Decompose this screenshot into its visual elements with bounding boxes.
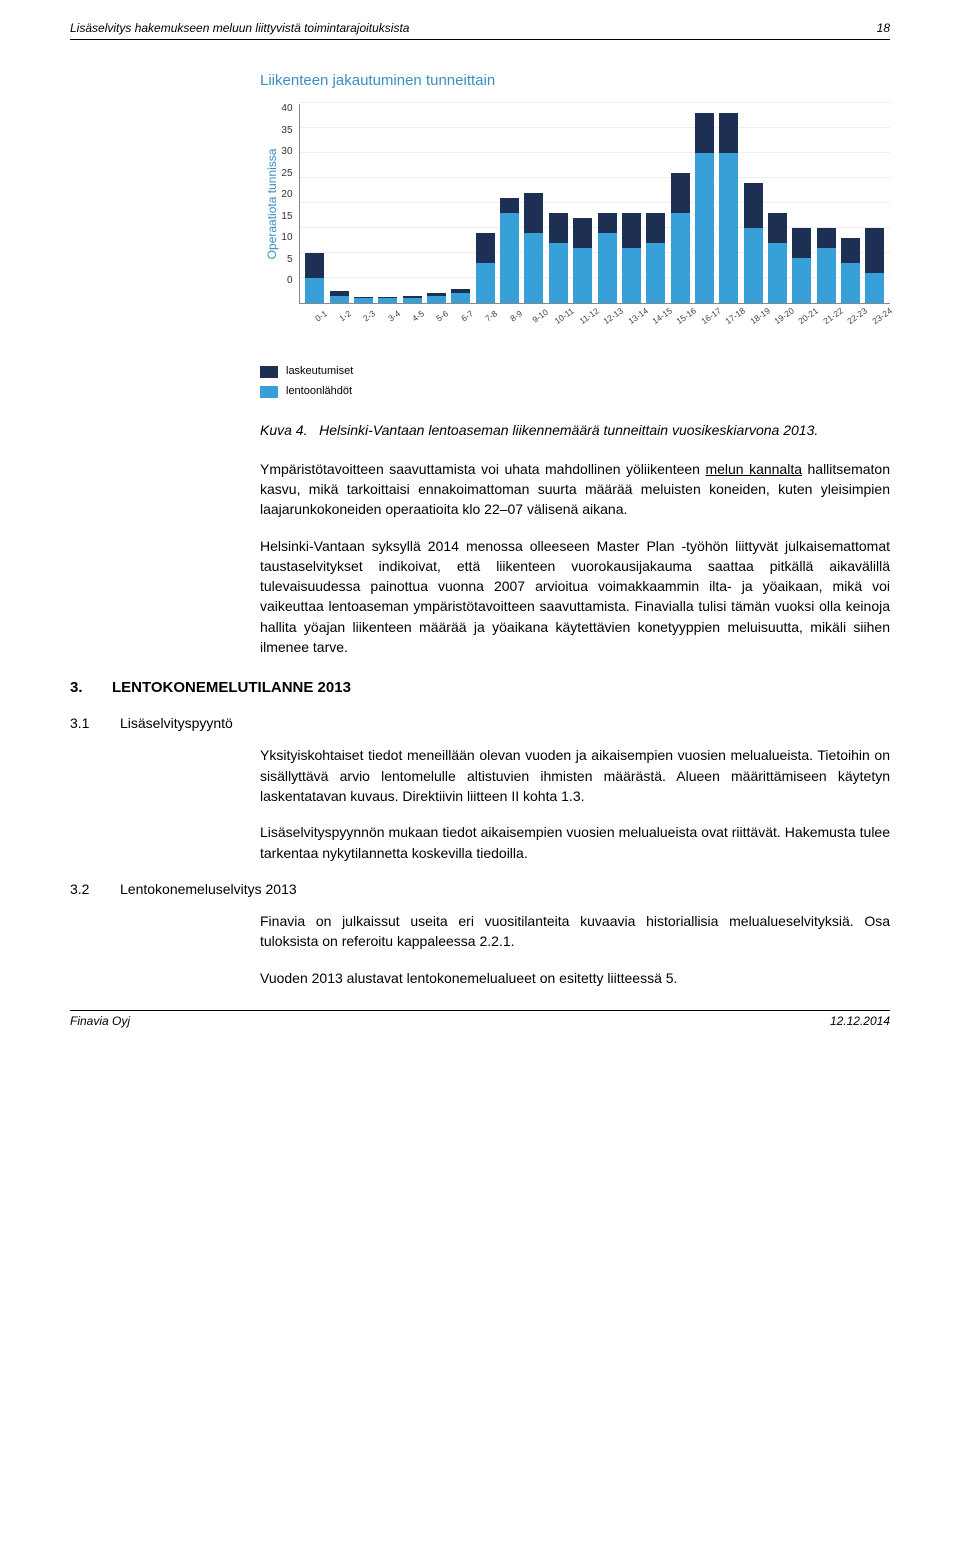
bar-21-22	[815, 228, 837, 303]
paragraph-3: Yksityiskohtaiset tiedot meneillään olev…	[260, 745, 890, 806]
bar-19-20	[766, 213, 788, 303]
caption-lead: Kuva 4.	[260, 422, 307, 438]
chart-plot	[299, 104, 890, 304]
bar-15-16	[669, 173, 691, 303]
bar-8-9	[498, 198, 520, 303]
legend-swatch-top	[260, 366, 278, 378]
bar-18-19	[742, 183, 764, 303]
bar-10-11	[547, 213, 569, 303]
p1-underline: melun kannalta	[705, 461, 802, 477]
caption-text: Helsinki-Vantaan lentoaseman liikennemää…	[319, 422, 818, 438]
heading-3-num: 3.	[70, 677, 94, 699]
legend-label-bottom: lentoonlähdöt	[286, 384, 352, 400]
heading-3-2-text: Lentokonemeluselvitys 2013	[120, 879, 297, 899]
bar-7-8	[474, 233, 496, 303]
x-labels: 0-11-22-33-44-55-66-77-88-99-1010-1111-1…	[299, 304, 890, 324]
bar-17-18	[718, 113, 740, 303]
y-axis-label: Operaatiota tunnissa	[260, 104, 281, 324]
bar-20-21	[791, 228, 813, 303]
legend-label-top: laskeutumiset	[286, 364, 353, 380]
heading-3-1-text: Lisäselvityspyyntö	[120, 713, 233, 733]
paragraph-4: Lisäselvityspyynnön mukaan tiedot aikais…	[260, 822, 890, 863]
p1-part-a: Ympäristötavoitteen saavuttamista voi uh…	[260, 461, 705, 477]
bar-9-10	[523, 193, 545, 303]
heading-3-1: 3.1 Lisäselvityspyyntö	[70, 713, 890, 733]
footer-right: 12.12.2014	[830, 1013, 890, 1030]
header-bar: Lisäselvitys hakemukseen meluun liittyvi…	[70, 20, 890, 40]
heading-3-2-num: 3.2	[70, 879, 102, 899]
bar-0-1	[304, 253, 326, 303]
legend-swatch-bottom	[260, 386, 278, 398]
footer-left: Finavia Oyj	[70, 1013, 130, 1030]
legend-item-bottom: lentoonlähdöt	[260, 384, 890, 400]
paragraph-1: Ympäristötavoitteen saavuttamista voi uh…	[260, 459, 890, 520]
bar-14-15	[645, 213, 667, 303]
bar-13-14	[620, 213, 642, 303]
bar-16-17	[693, 113, 715, 303]
chart-title: Liikenteen jakautuminen tunneittain	[260, 70, 890, 92]
y-ticks: 4035302520151050	[281, 104, 298, 304]
header-title: Lisäselvitys hakemukseen meluun liittyvi…	[70, 20, 409, 37]
paragraph-5: Finavia on julkaissut useita eri vuositi…	[260, 911, 890, 952]
chart-legend: laskeutumiset lentoonlähdöt	[260, 364, 890, 400]
chart-container: Liikenteen jakautuminen tunneittain Oper…	[260, 70, 890, 400]
figure-caption: Kuva 4. Helsinki-Vantaan lentoaseman lii…	[260, 420, 890, 440]
heading-3-2: 3.2 Lentokonemeluselvitys 2013	[70, 879, 890, 899]
page-number: 18	[877, 20, 890, 37]
paragraph-2: Helsinki-Vantaan syksyllä 2014 menossa o…	[260, 536, 890, 658]
chart-area: Operaatiota tunnissa 4035302520151050 0-…	[260, 104, 890, 324]
heading-3-1-num: 3.1	[70, 713, 102, 733]
legend-item-top: laskeutumiset	[260, 364, 890, 380]
bar-11-12	[571, 218, 593, 303]
heading-3-text: LENTOKONEMELUTILANNE 2013	[112, 677, 351, 699]
bar-23-24	[864, 228, 886, 303]
footer-bar: Finavia Oyj 12.12.2014	[70, 1010, 890, 1030]
paragraph-6: Vuoden 2013 alustavat lentokonemelualuee…	[260, 968, 890, 988]
heading-3: 3. LENTOKONEMELUTILANNE 2013	[70, 677, 890, 699]
bar-12-13	[596, 213, 618, 303]
bar-22-23	[839, 238, 861, 303]
